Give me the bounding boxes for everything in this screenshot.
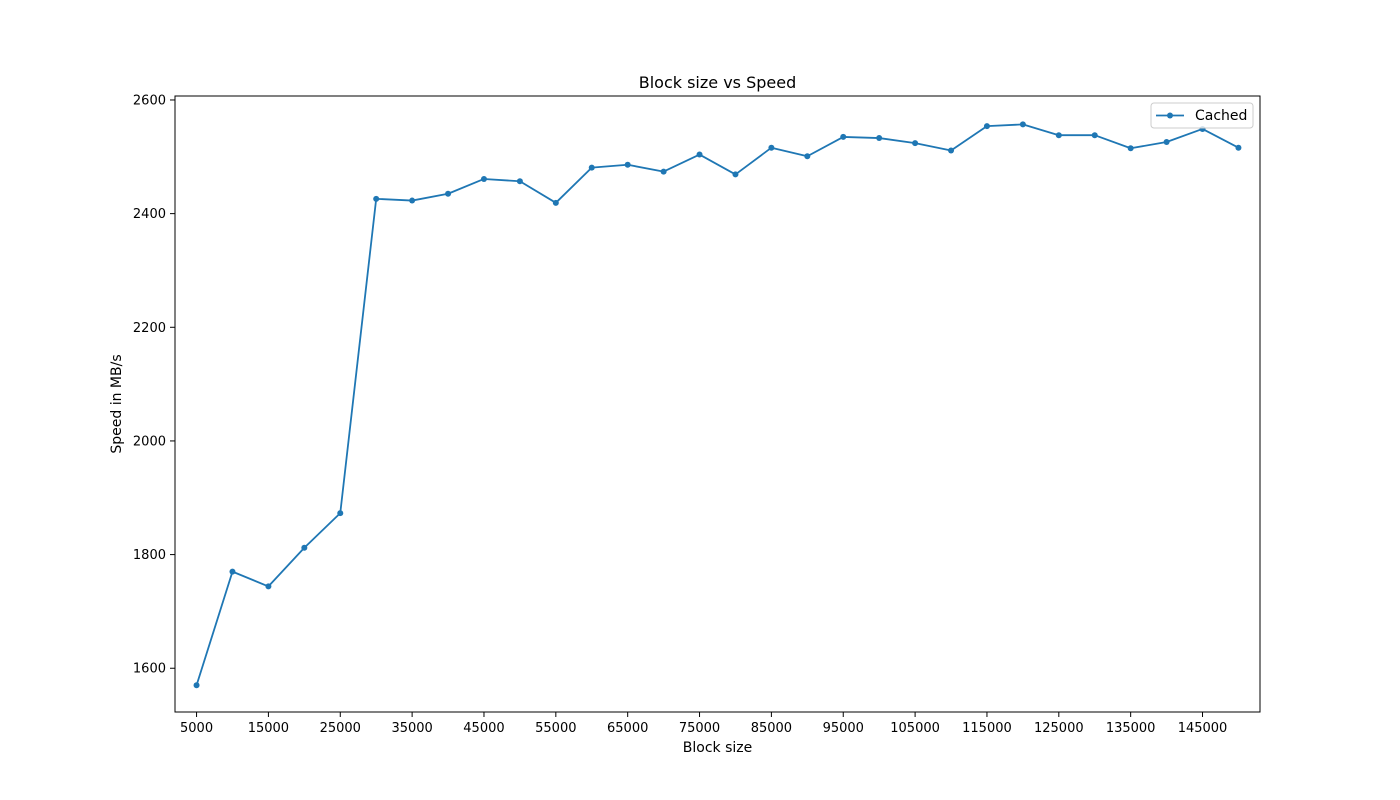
x-tick-label: 95000	[823, 721, 864, 736]
data-point	[1055, 132, 1062, 139]
y-tick-label: 2000	[133, 434, 166, 449]
data-point	[696, 151, 703, 158]
data-point	[1163, 139, 1170, 146]
x-tick-label: 25000	[320, 721, 361, 736]
data-point	[804, 153, 811, 160]
chart-title: Block size vs Speed	[639, 73, 797, 92]
x-tick-label: 125000	[1034, 721, 1084, 736]
data-point	[660, 168, 667, 175]
data-point	[193, 682, 200, 689]
axes-frame	[174, 95, 1261, 713]
y-tick-label: 1600	[133, 662, 166, 677]
x-tick-label: 35000	[391, 721, 432, 736]
data-point	[983, 123, 990, 130]
data-point	[337, 510, 344, 517]
series-line-cached	[195, 123, 1239, 686]
data-point	[1019, 121, 1026, 128]
y-tick-label: 2400	[133, 207, 166, 222]
data-point	[948, 147, 955, 154]
y-axis: 1600 1800 2000 2200 2400 2600	[133, 93, 175, 677]
x-tick-label: 5000	[180, 721, 213, 736]
legend-box	[1150, 102, 1254, 129]
data-point	[588, 164, 595, 171]
data-point	[768, 144, 775, 151]
x-tick-label: 115000	[962, 721, 1012, 736]
x-tick-label: 105000	[890, 721, 940, 736]
data-point	[301, 544, 308, 551]
legend-label-cached: Cached	[1195, 108, 1247, 124]
data-point	[373, 195, 380, 202]
data-point	[229, 568, 236, 575]
plot-area	[193, 121, 1242, 689]
y-tick-label: 2600	[133, 93, 166, 108]
x-tick-label: 85000	[751, 721, 792, 736]
x-tick-label: 145000	[1178, 721, 1228, 736]
y-tick-label: 1800	[133, 548, 166, 563]
x-tick-label: 65000	[607, 721, 648, 736]
legend: Cached	[1150, 102, 1254, 129]
data-point	[1091, 132, 1098, 139]
data-point	[265, 583, 272, 590]
data-point	[1127, 145, 1134, 152]
data-point	[912, 140, 919, 147]
legend-marker-cached	[1167, 112, 1173, 119]
y-axis-label: Speed in MB/s	[109, 354, 125, 453]
x-tick-label: 135000	[1106, 721, 1156, 736]
x-tick-label: 45000	[463, 721, 504, 736]
data-point	[876, 135, 883, 142]
data-point	[1235, 144, 1242, 151]
data-point	[732, 171, 739, 178]
x-axis: 5000 15000 25000 35000 45000 55000 65000 75000 8…	[180, 712, 1227, 736]
data-point	[840, 133, 847, 140]
data-point	[552, 199, 559, 206]
data-point	[409, 197, 416, 204]
x-tick-label: 55000	[535, 721, 576, 736]
x-tick-label: 75000	[679, 721, 720, 736]
data-point	[624, 161, 631, 168]
x-tick-label: 15000	[248, 721, 289, 736]
y-tick-label: 2200	[133, 321, 166, 336]
data-point	[445, 190, 452, 197]
data-point	[480, 175, 487, 182]
data-point	[516, 178, 523, 185]
x-axis-label: Block size	[683, 740, 752, 756]
